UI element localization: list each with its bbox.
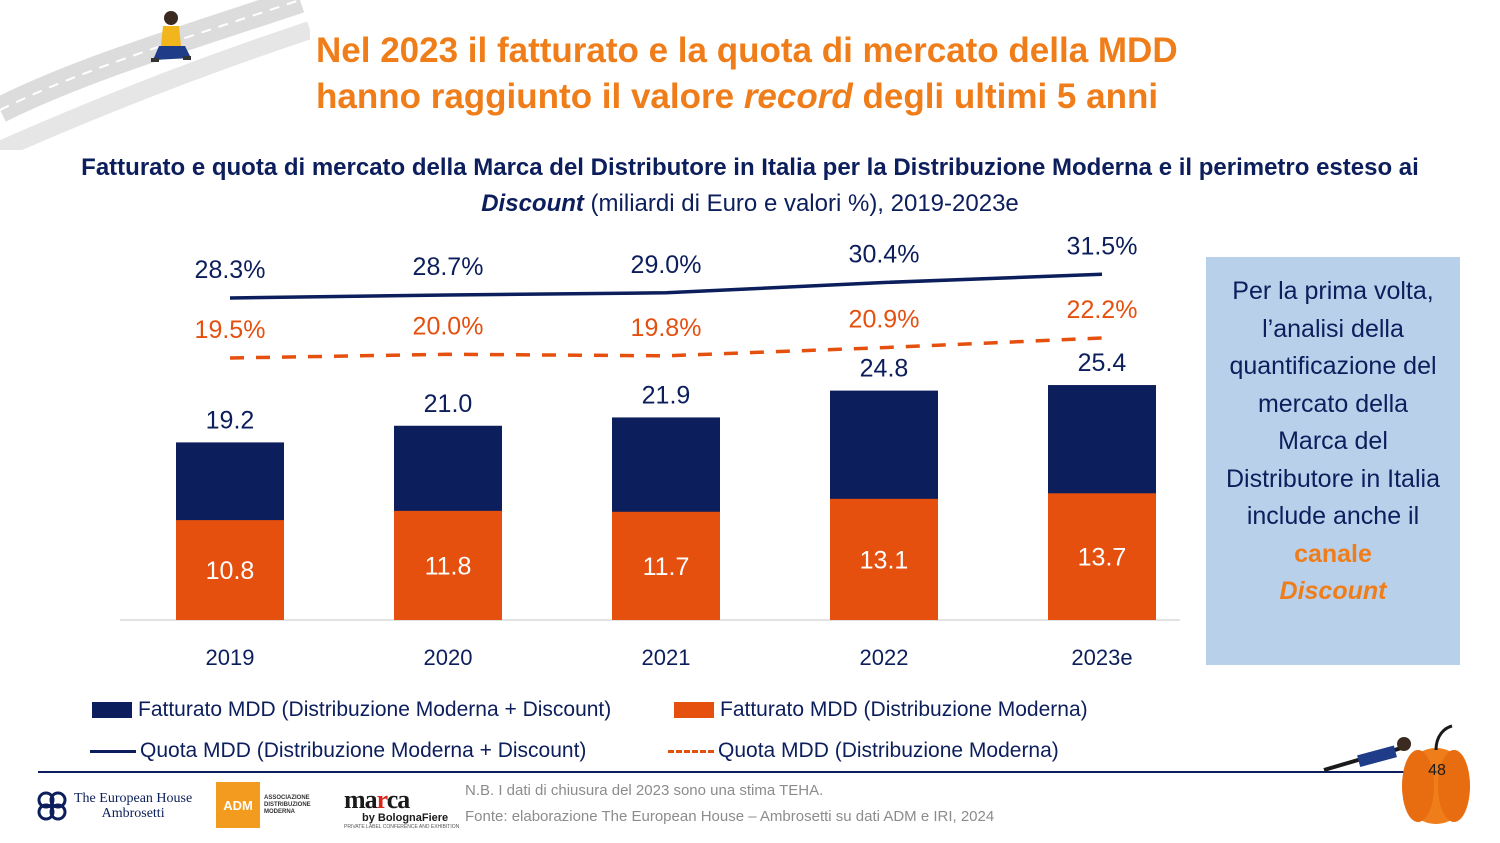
- logo-marca: marca by BolognaFiere PRIVATE LABEL CONF…: [344, 785, 460, 831]
- legend-label-total-revenue: Fatturato MDD (Distribuzione Moderna + D…: [138, 698, 612, 721]
- footnote-source: Fonte: elaborazione The European House –…: [465, 808, 995, 825]
- legend-line-dm-share: [668, 749, 714, 753]
- note-text-wrapper: Per la prima volta, l’analisi della quan…: [1206, 273, 1460, 611]
- share-label-total-2022: 30.4%: [849, 240, 920, 268]
- bar-label-total-2020: 21.0: [424, 390, 473, 418]
- legend-label-total-share: Quota MDD (Distribuzione Moderna + Disco…: [140, 739, 587, 762]
- subtitle-bold: Fatturato e quota di mercato della Marca…: [81, 154, 1419, 181]
- marca-post: ca: [386, 785, 411, 814]
- marca-tagline: PRIVATE LABEL CONFERENCE AND EXHIBITION: [344, 824, 460, 830]
- european-house-emblem-icon: [37, 791, 67, 821]
- page-number: 48: [1428, 762, 1446, 779]
- marca-wordmark: marca: [344, 785, 459, 814]
- title-line-1: Nel 2023 il fatturato e la quota di merc…: [316, 31, 1178, 70]
- pumpkin-illustration: [1323, 724, 1470, 824]
- chart-subtitle: Fatturato e quota di mercato della Marca…: [60, 150, 1440, 222]
- logo-european-house-text: The European House Ambrosetti: [74, 791, 192, 821]
- title-line-2-post: degli ultimi 5 anni: [852, 77, 1159, 116]
- bar-label-total-2022: 24.8: [860, 355, 909, 383]
- legend-item-dm-revenue: Fatturato MDD (Distribuzione Moderna): [674, 696, 1088, 724]
- bar-label-dm-2019: 10.8: [206, 557, 255, 585]
- legend-label-dm-share: Quota MDD (Distribuzione Moderna): [718, 739, 1059, 762]
- logo-adm: ADM ASSOCIAZIONE DISTRIBUZIONE MODERNA: [216, 782, 324, 828]
- share-label-total-2019: 28.3%: [195, 256, 266, 284]
- bar-label-total-2023e: 25.4: [1078, 349, 1127, 377]
- x-tick-2023e: 2023e: [1071, 645, 1132, 670]
- bar-dm-2021: [612, 511, 720, 620]
- legend-line-total-share: [90, 749, 136, 753]
- marca-r: r: [376, 785, 388, 814]
- bar-label-dm-2020: 11.8: [425, 552, 472, 580]
- bar-label-total-2019: 19.2: [206, 406, 255, 434]
- footer-rule: [38, 771, 1430, 773]
- sitting-woman-illustration: [151, 11, 191, 62]
- legend-item-total-revenue: Fatturato MDD (Distribuzione Moderna + D…: [92, 696, 611, 724]
- bar-label-dm-2022: 13.1: [860, 546, 909, 574]
- bar-label-dm-2023e: 13.7: [1078, 544, 1127, 572]
- logo-teh-line2: Ambrosetti: [101, 806, 165, 821]
- share-label-dm-2021: 19.8%: [631, 314, 702, 342]
- footnote-nb: N.B. I dati di chiusura del 2023 sono un…: [465, 782, 824, 799]
- x-tick-2021: 2021: [642, 645, 691, 670]
- subtitle-regular: (miliardi di Euro e valori %), 2019-2023…: [583, 190, 1019, 217]
- logo-teh-line1: The European House: [74, 791, 193, 806]
- bar-label-dm-2021: 11.7: [643, 553, 690, 581]
- note-highlight-italic: Discount: [1279, 577, 1387, 605]
- legend-item-total-share: Quota MDD (Distribuzione Moderna + Disco…: [90, 737, 586, 765]
- road-decoration: [0, 0, 310, 150]
- marca-by: by BolognaFiere: [362, 812, 449, 824]
- share-label-total-2021: 29.0%: [631, 251, 702, 279]
- legend-swatch-dm-revenue: [674, 702, 714, 718]
- title-line-2: hanno raggiunto il valore record degli u…: [316, 74, 1416, 120]
- bar-dm-2023e: [1048, 493, 1156, 620]
- slide-title: Nel 2023 il fatturato e la quota di merc…: [316, 28, 1416, 120]
- title-line-2-pre: hanno raggiunto il valore: [316, 77, 744, 116]
- share-label-dm-2023e: 22.2%: [1067, 296, 1138, 324]
- bar-label-total-2021: 21.9: [642, 381, 691, 409]
- bar-dm-2022: [830, 498, 938, 620]
- share-line-total: [229, 272, 1103, 300]
- share-label-dm-2020: 20.0%: [413, 312, 484, 340]
- title-line-2-emphasis: record: [743, 77, 853, 116]
- note-text: Per la prima volta, l’analisi della quan…: [1226, 277, 1440, 530]
- x-tick-2022: 2022: [860, 645, 909, 670]
- note-highlight: canale: [1294, 539, 1372, 568]
- x-tick-2020: 2020: [424, 645, 473, 670]
- legend-label-dm-revenue: Fatturato MDD (Distribuzione Moderna): [720, 698, 1088, 721]
- note-box: Per la prima volta, l’analisi della quan…: [1206, 257, 1460, 665]
- adm-text: ASSOCIAZIONE DISTRIBUZIONE MODERNA: [264, 794, 311, 815]
- share-label-dm-2022: 20.9%: [849, 306, 920, 334]
- subtitle-bold-italic: Discount: [481, 190, 584, 217]
- bar-dm-2019: [176, 520, 284, 620]
- bar-dm-2020: [394, 510, 502, 620]
- x-tick-2019: 2019: [206, 645, 255, 670]
- share-label-total-2020: 28.7%: [413, 253, 484, 281]
- logo-european-house: The European House Ambrosetti: [36, 790, 192, 822]
- share-label-dm-2019: 19.5%: [195, 316, 266, 344]
- marca-pre: ma: [344, 785, 378, 814]
- adm-mark: ADM: [216, 782, 260, 828]
- share-label-total-2023e: 31.5%: [1067, 232, 1138, 260]
- legend-item-dm-share: Quota MDD (Distribuzione Moderna): [668, 737, 1059, 765]
- legend-swatch-total-revenue: [92, 702, 132, 718]
